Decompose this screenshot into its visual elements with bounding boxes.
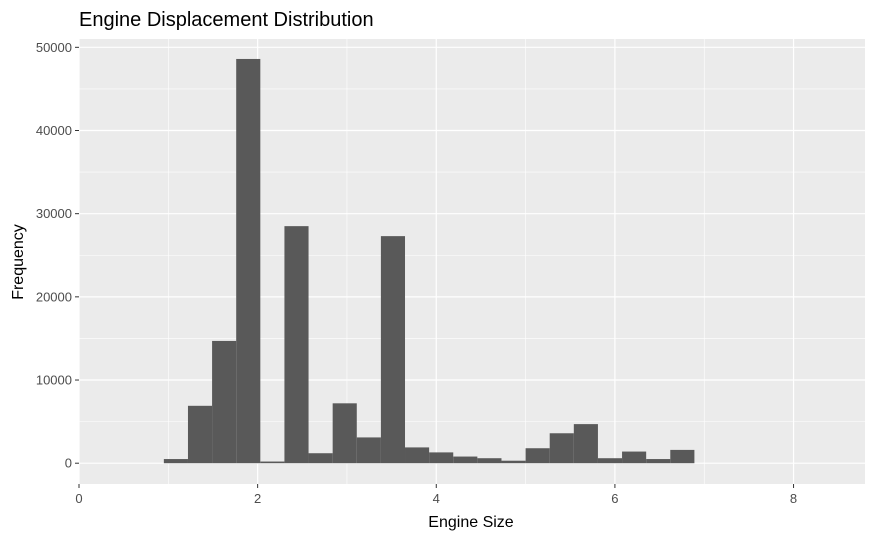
- histogram-bar: [429, 452, 454, 464]
- histogram-bar: [646, 459, 671, 464]
- histogram-bar: [597, 458, 623, 464]
- y-axis-ticks: 0 10000 20000 30000 40000 50000: [36, 40, 79, 471]
- x-tick-label: 8: [790, 491, 797, 506]
- x-tick-label: 2: [254, 491, 261, 506]
- x-axis-title: Engine Size: [428, 514, 513, 531]
- x-tick-label: 0: [75, 491, 82, 506]
- histogram-bar: [260, 461, 285, 464]
- histogram-bar: [477, 458, 502, 464]
- minor-gridlines: [79, 39, 865, 484]
- y-tick-label: 20000: [36, 289, 72, 304]
- x-tick-label: 6: [611, 491, 618, 506]
- x-tick-label: 4: [433, 491, 440, 506]
- histogram-bar: [573, 424, 598, 464]
- x-axis-ticks: 0 2 4 6 8: [75, 484, 797, 506]
- histogram-bar: [284, 226, 309, 464]
- histogram-bar: [670, 449, 695, 464]
- histogram-bar: [549, 433, 574, 464]
- histogram-bar: [308, 453, 333, 464]
- histogram-bar: [163, 459, 188, 464]
- y-tick-label: 30000: [36, 206, 72, 221]
- histogram-bar: [453, 456, 478, 464]
- histogram-bar: [212, 340, 237, 464]
- histogram-bar: [501, 460, 526, 464]
- histogram-bar: [405, 447, 430, 464]
- y-tick-label: 10000: [36, 373, 72, 388]
- histogram-bar: [356, 437, 381, 464]
- chart-title: Engine Displacement Distribution: [79, 9, 374, 31]
- y-axis-title: Frequency: [10, 224, 27, 300]
- histogram-bar: [622, 451, 647, 464]
- y-tick-label: 50000: [36, 40, 72, 55]
- histogram-bars: [163, 58, 695, 464]
- histogram-bar: [332, 403, 357, 464]
- y-tick-label: 40000: [36, 123, 72, 138]
- y-tick-label: 0: [65, 456, 72, 471]
- histogram-bar: [525, 448, 550, 464]
- histogram-bar: [380, 236, 406, 464]
- histogram-bar: [187, 405, 213, 464]
- histogram-bar: [236, 58, 261, 464]
